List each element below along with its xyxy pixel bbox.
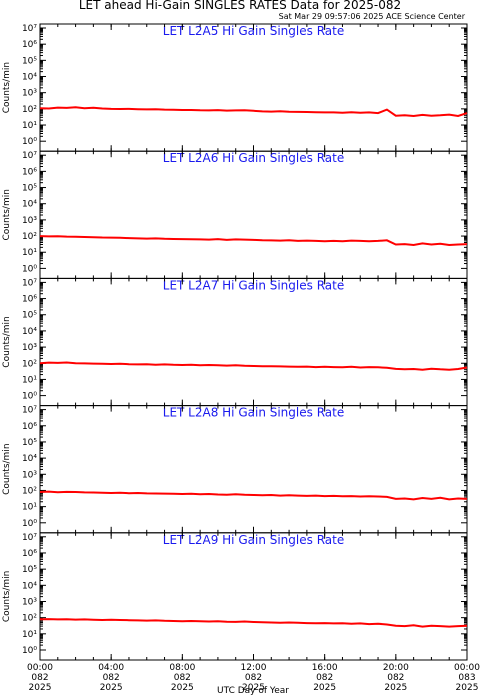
x-tick-label: 2025: [171, 683, 194, 693]
y-tick-label: 10³: [22, 89, 37, 99]
x-tick-label: 2025: [313, 683, 336, 693]
x-tick-label: 082: [174, 673, 191, 683]
y-tick-label: 10³: [22, 343, 37, 353]
chart-title: LET ahead Hi-Gain SINGLES RATES Data for…: [79, 0, 401, 12]
y-tick-label: 10⁶: [22, 295, 37, 305]
y-tick-label: 10²: [22, 486, 37, 496]
x-tick-label: 082: [31, 673, 48, 683]
x-tick-label: 12:00: [241, 663, 267, 673]
x-tick-label: 04:00: [98, 663, 124, 673]
x-tick-label: 082: [245, 673, 262, 683]
y-tick-label: 10¹: [22, 121, 37, 131]
x-tick-label: 08:00: [169, 663, 195, 673]
y-tick-label: 10⁴: [22, 327, 37, 337]
data-line: [39, 235, 468, 247]
y-tick-label: 10⁵: [22, 56, 37, 66]
panel-frame: [39, 277, 468, 407]
y-tick-label: 10¹: [22, 248, 37, 258]
y-tick-label: 10⁵: [22, 565, 37, 575]
panel-title: LET L2A9 Hi Gain Singles Rate: [163, 533, 344, 547]
y-tick-label: 10²: [22, 359, 37, 369]
y-axis-label: Counts/min: [2, 316, 12, 367]
x-tick-label: 20:00: [383, 663, 409, 673]
y-tick-label: 10⁰: [22, 646, 37, 656]
y-axis-label: Counts/min: [2, 443, 12, 494]
y-tick-label: 10¹: [22, 503, 37, 513]
data-line: [39, 618, 468, 628]
data-line: [39, 490, 468, 501]
y-tick-label: 10⁴: [22, 73, 37, 83]
y-tick-label: 10⁶: [22, 40, 37, 50]
y-tick-label: 10²: [22, 232, 37, 242]
x-tick-label: 2025: [456, 683, 479, 693]
y-tick-label: 10¹: [22, 630, 37, 640]
y-tick-label: 10²: [22, 614, 37, 624]
y-tick-label: 10⁰: [22, 264, 37, 274]
panel-frame: [39, 405, 468, 534]
y-tick-label: 10⁷: [22, 278, 37, 288]
y-tick-label: 10⁵: [22, 311, 37, 321]
y-tick-label: 10⁷: [22, 24, 37, 34]
x-tick-label: 082: [316, 673, 333, 683]
x-tick-label: 2025: [100, 683, 123, 693]
y-tick-label: 10⁶: [22, 549, 37, 559]
y-tick-label: 10³: [22, 216, 37, 226]
y-tick-label: 10¹: [22, 375, 37, 385]
y-tick-label: 10⁴: [22, 581, 37, 591]
y-tick-label: 10³: [22, 597, 37, 607]
y-axis-label: Counts/min: [2, 189, 12, 240]
y-tick-label: 10⁷: [22, 406, 37, 416]
y-tick-label: 10⁵: [22, 438, 37, 448]
y-tick-label: 10⁵: [22, 184, 37, 194]
x-tick-label: 082: [387, 673, 404, 683]
x-tick-label: 2025: [384, 683, 407, 693]
y-tick-label: 10⁰: [22, 392, 37, 402]
y-tick-label: 10⁷: [22, 533, 37, 543]
x-tick-label: 2025: [29, 683, 52, 693]
data-line: [39, 106, 468, 118]
x-tick-label: 00:00: [27, 663, 53, 673]
x-axis-label: UTC Day of Year: [217, 686, 289, 696]
y-tick-label: 10²: [22, 105, 37, 115]
x-tick-label: 2025: [242, 683, 265, 693]
y-tick-label: 10⁴: [22, 200, 37, 210]
y-tick-label: 10⁴: [22, 454, 37, 464]
y-tick-label: 10⁰: [22, 519, 37, 529]
y-tick-label: 10⁶: [22, 422, 37, 432]
panel-title: LET L2A5 Hi Gain Singles Rate: [163, 24, 344, 38]
y-tick-label: 10⁷: [22, 151, 37, 161]
x-tick-label: 082: [103, 673, 120, 683]
y-tick-label: 10⁰: [22, 137, 37, 147]
timestamp: Sat Mar 29 09:57:06 2025 ACE Science Cen…: [279, 12, 466, 21]
data-line: [39, 361, 468, 371]
x-tick-label: 00:00: [454, 663, 480, 673]
y-axis-label: Counts/min: [2, 571, 12, 622]
panel-title: LET L2A8 Hi Gain Singles Rate: [163, 406, 344, 420]
y-axis-label: Counts/min: [2, 62, 12, 113]
panel-title: LET L2A6 Hi Gain Singles Rate: [163, 151, 344, 165]
y-tick-label: 10³: [22, 470, 37, 480]
panel-frame: [39, 532, 468, 661]
x-tick-label: 083: [458, 673, 475, 683]
panel-frame: [39, 150, 468, 279]
panel-frame: [39, 23, 468, 152]
panel-title: LET L2A7 Hi Gain Singles Rate: [163, 278, 344, 292]
x-tick-label: 16:00: [312, 663, 338, 673]
y-tick-label: 10⁶: [22, 167, 37, 177]
